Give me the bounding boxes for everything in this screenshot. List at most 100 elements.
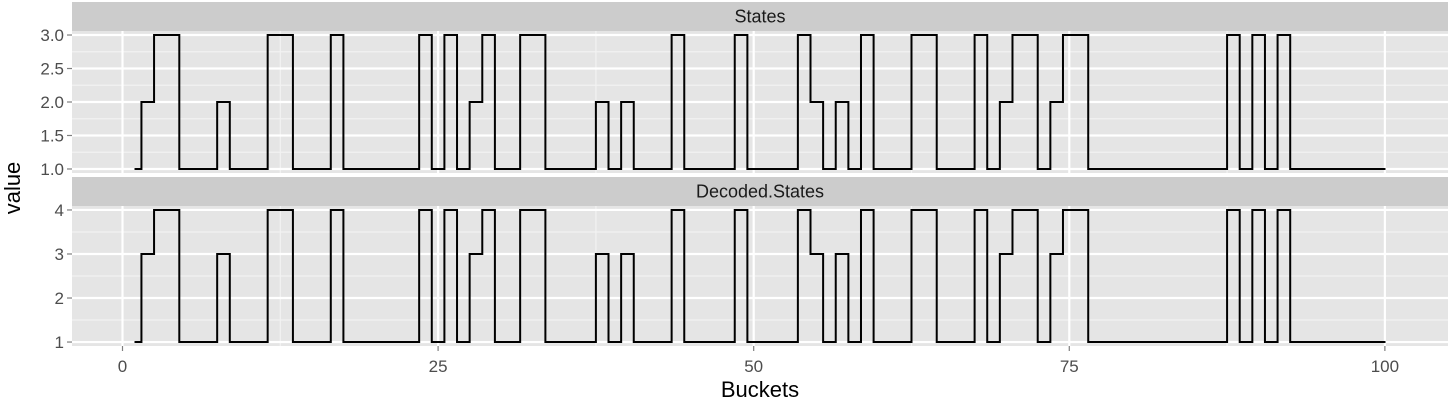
data-point bbox=[1295, 168, 1298, 170]
data-point bbox=[879, 341, 881, 343]
data-point bbox=[1106, 341, 1109, 343]
y-tick-label: 4 bbox=[55, 201, 64, 220]
data-point bbox=[1118, 341, 1121, 343]
data-point bbox=[1371, 168, 1374, 170]
data-point bbox=[1346, 341, 1348, 343]
data-point bbox=[588, 168, 591, 170]
data-point bbox=[184, 168, 187, 170]
data-point bbox=[1106, 168, 1109, 170]
data-point bbox=[146, 101, 149, 103]
data-point bbox=[866, 209, 869, 211]
y-tick-label: 1 bbox=[55, 333, 64, 352]
data-point bbox=[273, 34, 275, 36]
data-point bbox=[487, 209, 490, 211]
data-point bbox=[980, 209, 982, 211]
data-point bbox=[1118, 168, 1121, 170]
data-point bbox=[1245, 168, 1247, 170]
data-point bbox=[828, 341, 831, 343]
data-point bbox=[323, 168, 326, 170]
data-point bbox=[639, 341, 641, 343]
data-point bbox=[1156, 341, 1159, 343]
data-point bbox=[1333, 168, 1336, 170]
data-point bbox=[386, 168, 389, 170]
data-point bbox=[323, 341, 326, 343]
data-point bbox=[538, 209, 540, 211]
data-point bbox=[752, 341, 755, 343]
data-point bbox=[1068, 209, 1071, 211]
data-point bbox=[222, 253, 225, 255]
x-axis: 0 25 50 75 100 bbox=[118, 346, 1399, 376]
data-point bbox=[765, 341, 768, 343]
data-point bbox=[664, 168, 667, 170]
data-point bbox=[437, 168, 439, 170]
data-point bbox=[1043, 168, 1045, 170]
panel-strip bbox=[72, 177, 1448, 206]
data-point bbox=[1257, 209, 1260, 211]
data-point bbox=[1169, 341, 1172, 343]
data-point bbox=[563, 168, 566, 170]
y-tick-label: 3.0 bbox=[40, 26, 64, 45]
y-tick-label: 1.0 bbox=[40, 160, 64, 179]
data-point bbox=[336, 34, 339, 36]
data-point bbox=[1005, 101, 1008, 103]
data-point bbox=[1245, 341, 1247, 343]
data-point bbox=[626, 253, 629, 255]
data-point bbox=[310, 341, 313, 343]
panel-strip-title: States bbox=[734, 7, 785, 27]
data-point bbox=[134, 341, 137, 343]
x-tick-label: 100 bbox=[1371, 357, 1399, 376]
data-point bbox=[942, 168, 944, 170]
data-point bbox=[601, 101, 604, 103]
data-point bbox=[449, 209, 452, 211]
data-point bbox=[1093, 168, 1096, 170]
data-point bbox=[209, 168, 212, 170]
data-point bbox=[424, 34, 427, 36]
data-point bbox=[361, 168, 364, 170]
data-point bbox=[424, 209, 427, 211]
data-point bbox=[1043, 341, 1045, 343]
data-point bbox=[247, 341, 250, 343]
data-point bbox=[1270, 341, 1273, 343]
data-point bbox=[841, 101, 843, 103]
data-point bbox=[689, 168, 692, 170]
data-point bbox=[601, 253, 604, 255]
data-point bbox=[1081, 209, 1083, 211]
x-axis-title: Buckets bbox=[721, 377, 799, 400]
data-point bbox=[954, 168, 957, 170]
data-point bbox=[1194, 341, 1197, 343]
data-point bbox=[752, 168, 755, 170]
data-point bbox=[1308, 341, 1311, 343]
data-point bbox=[500, 168, 503, 170]
data-point bbox=[651, 341, 654, 343]
data-point bbox=[500, 341, 503, 343]
data-point bbox=[525, 34, 528, 36]
data-point bbox=[538, 34, 540, 36]
data-point bbox=[740, 34, 742, 36]
data-point bbox=[512, 168, 515, 170]
data-point bbox=[916, 209, 919, 211]
data-point bbox=[235, 341, 238, 343]
data-point bbox=[1055, 253, 1058, 255]
x-tick-label: 0 bbox=[118, 357, 127, 376]
data-point bbox=[260, 168, 263, 170]
x-tick-label: 50 bbox=[744, 357, 763, 376]
data-point bbox=[348, 341, 351, 343]
data-point bbox=[374, 168, 376, 170]
data-point bbox=[879, 168, 881, 170]
data-point bbox=[550, 168, 553, 170]
y-tick-label: 3 bbox=[55, 245, 64, 264]
panel-0: States 1.0 1.5 2.0 2.5 3.0 bbox=[40, 2, 1448, 179]
data-point bbox=[790, 168, 793, 170]
panels-layer: States 1.0 1.5 2.0 2.5 3.0 Decoded.States 1 2 3 4 bbox=[40, 2, 1448, 352]
data-point bbox=[1017, 209, 1020, 211]
y-tick-label: 2 bbox=[55, 289, 64, 308]
data-point bbox=[677, 34, 679, 36]
data-point bbox=[159, 34, 162, 36]
y-axis-title: value bbox=[0, 162, 25, 215]
data-point bbox=[336, 209, 339, 211]
data-point bbox=[146, 253, 149, 255]
y-tick-label: 2.0 bbox=[40, 93, 64, 112]
data-point bbox=[765, 168, 768, 170]
data-point bbox=[399, 168, 402, 170]
